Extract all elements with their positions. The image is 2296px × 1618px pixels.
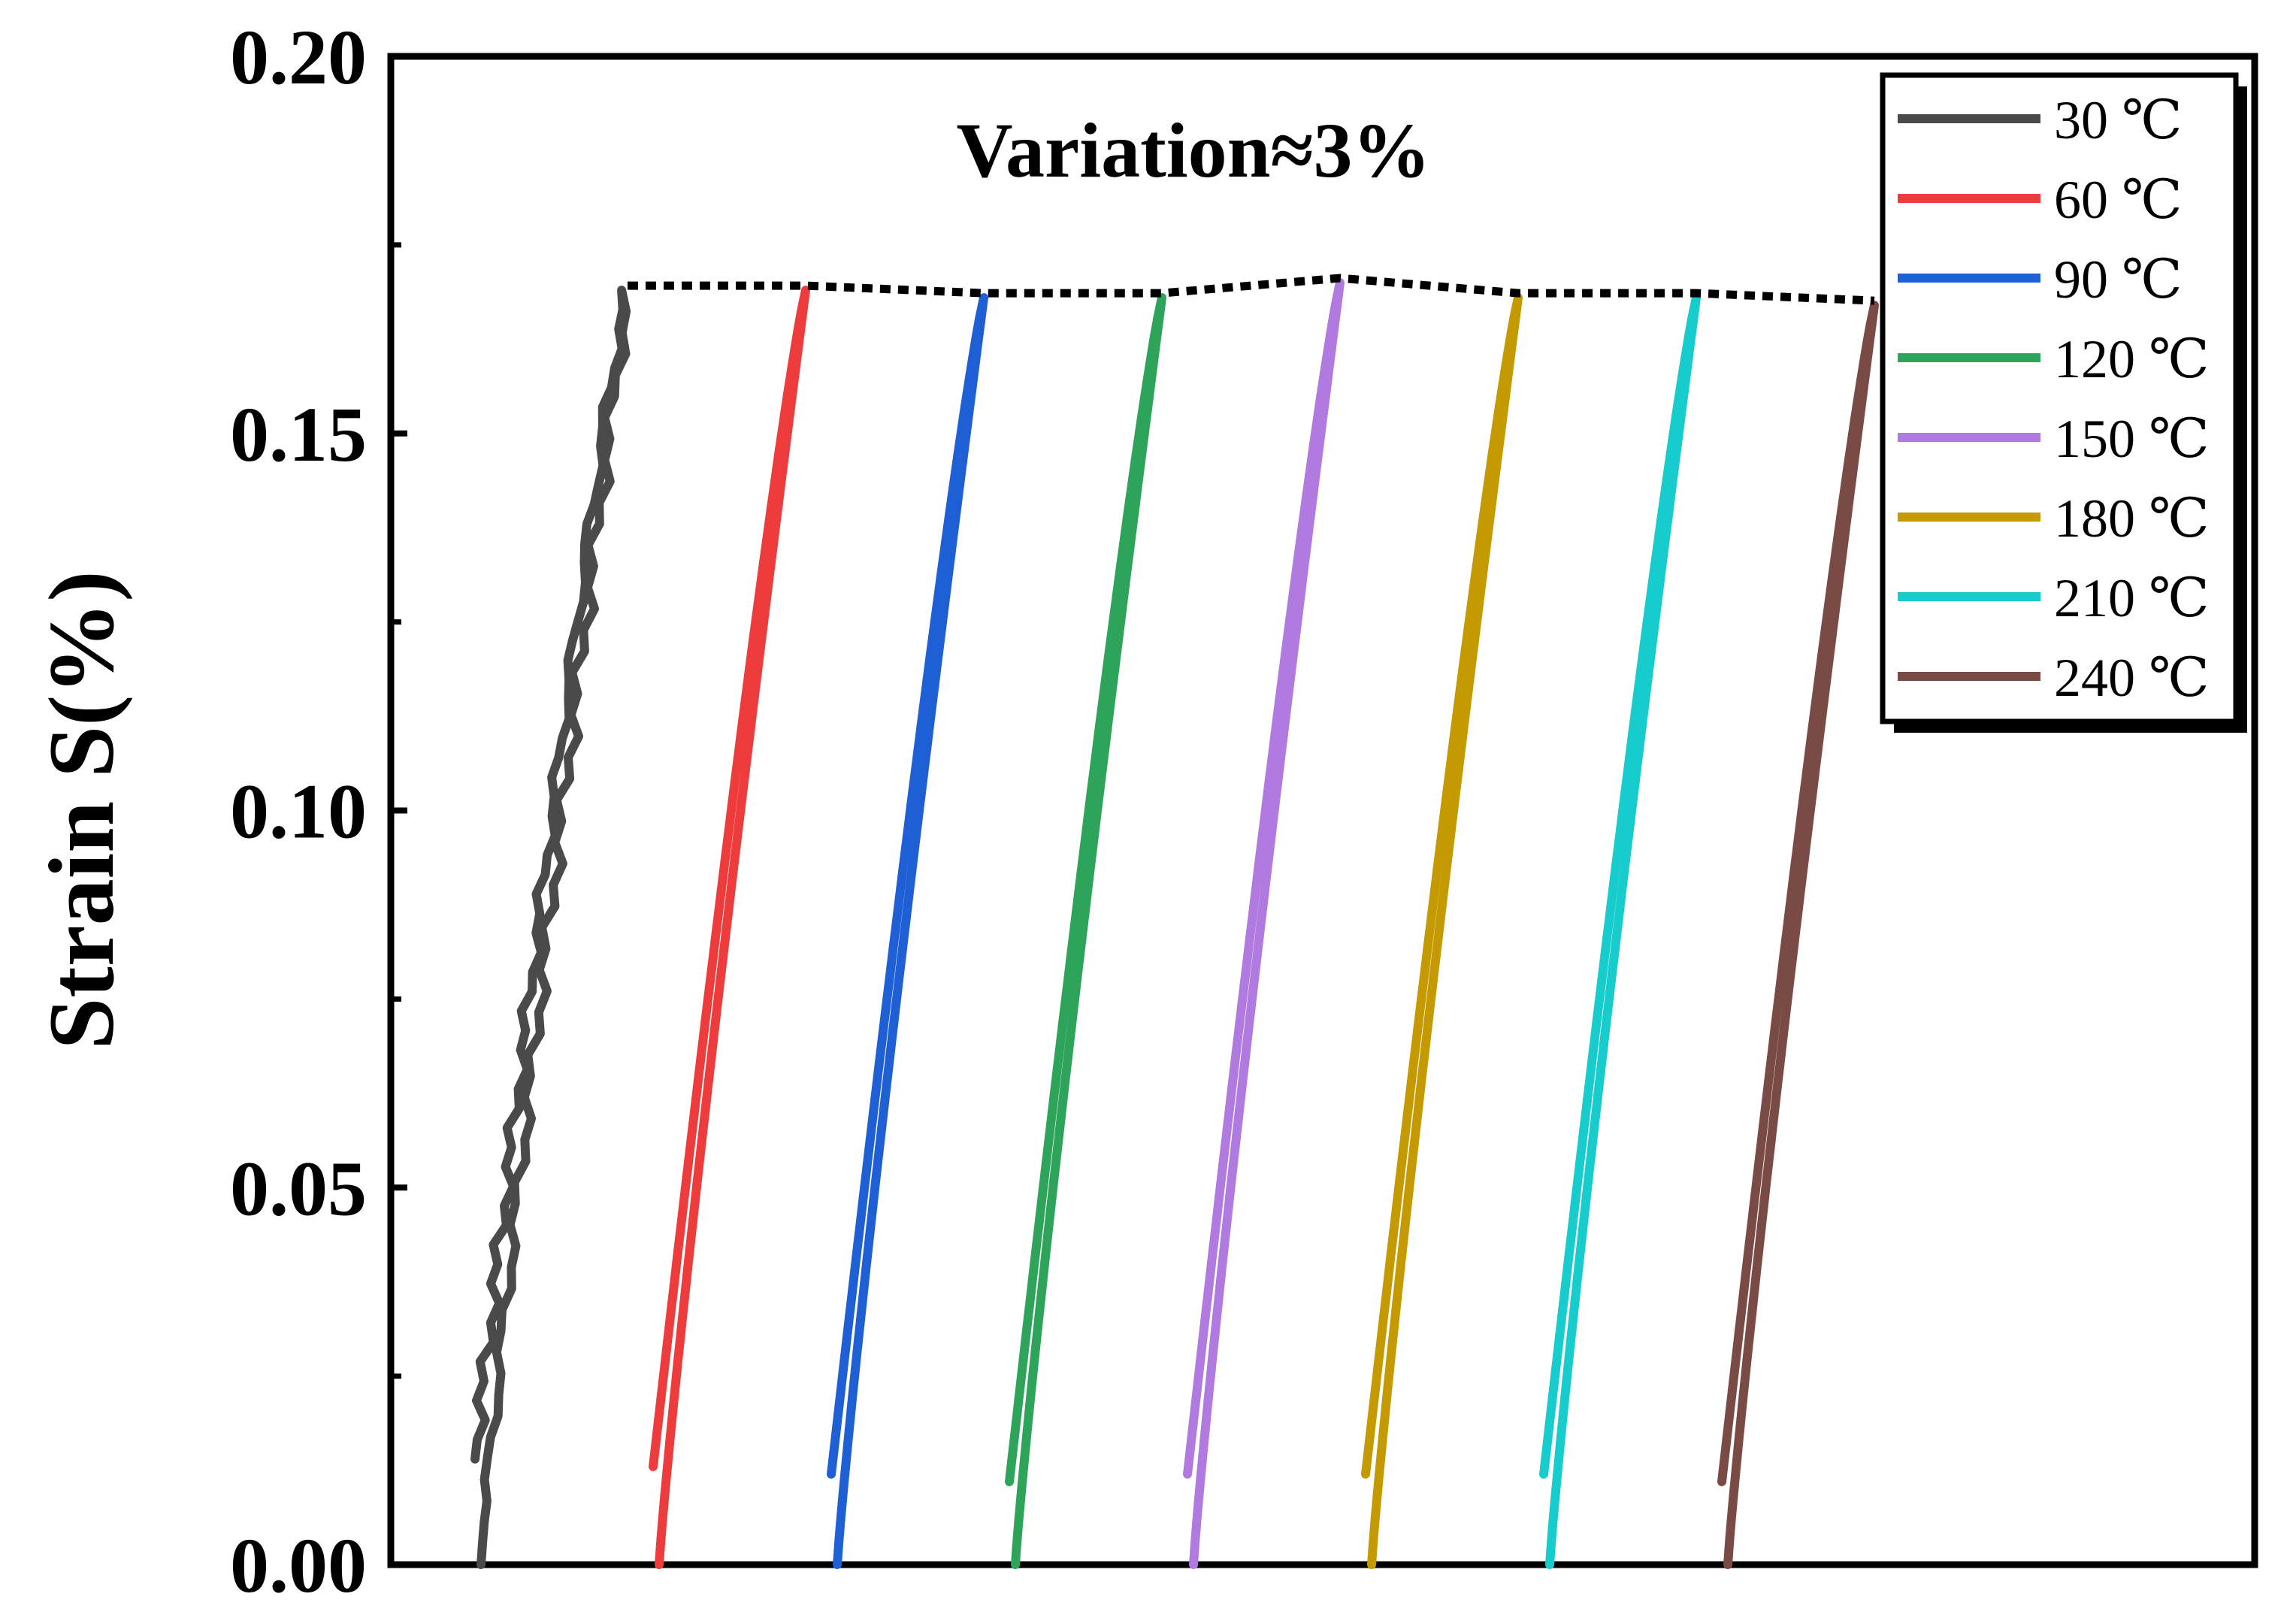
y-tick-label: 0.20 bbox=[230, 14, 367, 101]
legend-label-3: 90 ℃ bbox=[2054, 250, 2183, 310]
envelope-layer bbox=[628, 274, 1875, 305]
legend-box bbox=[1880, 72, 2239, 724]
variation-annotation: Variation≈3% bbox=[956, 107, 1430, 194]
legend-label-8: 240 ℃ bbox=[2054, 648, 2210, 708]
legend-label-2: 60 ℃ bbox=[2054, 170, 2183, 230]
peak-envelope-line bbox=[628, 274, 1875, 305]
series-loop-4 bbox=[1005, 293, 1166, 1569]
series-loop-3 bbox=[827, 293, 988, 1569]
series-loop-5 bbox=[1183, 278, 1345, 1569]
y-ticks: 0.00 0.05 0.10 0.15 0.20 bbox=[230, 14, 407, 1609]
legend-label-1: 30 ℃ bbox=[2054, 90, 2183, 150]
y-tick-label: 0.05 bbox=[230, 1145, 367, 1232]
legend: 30 ℃ 60 ℃ 90 ℃ 120 ℃ 150 ℃ 180 ℃ 210 ℃ 240 ℃ bbox=[1880, 72, 2247, 733]
legend-label-4: 120 ℃ bbox=[2054, 329, 2210, 389]
legend-label-7: 210 ℃ bbox=[2054, 568, 2210, 628]
legend-label-6: 180 ℃ bbox=[2054, 488, 2210, 549]
series-loop-8 bbox=[1717, 301, 1879, 1569]
y-axis-title: Strain S(%) bbox=[30, 570, 133, 1049]
y-tick-label: 0.00 bbox=[230, 1523, 367, 1609]
series-layer bbox=[470, 278, 1879, 1569]
series-loop-6 bbox=[1361, 293, 1523, 1569]
y-tick-label: 0.10 bbox=[230, 769, 367, 855]
legend-label-5: 150 ℃ bbox=[2054, 409, 2210, 469]
series-loop-7 bbox=[1539, 293, 1701, 1569]
series-loop-2 bbox=[649, 286, 810, 1569]
y-tick-label: 0.15 bbox=[230, 392, 367, 478]
series-loop-1 bbox=[470, 286, 631, 1569]
